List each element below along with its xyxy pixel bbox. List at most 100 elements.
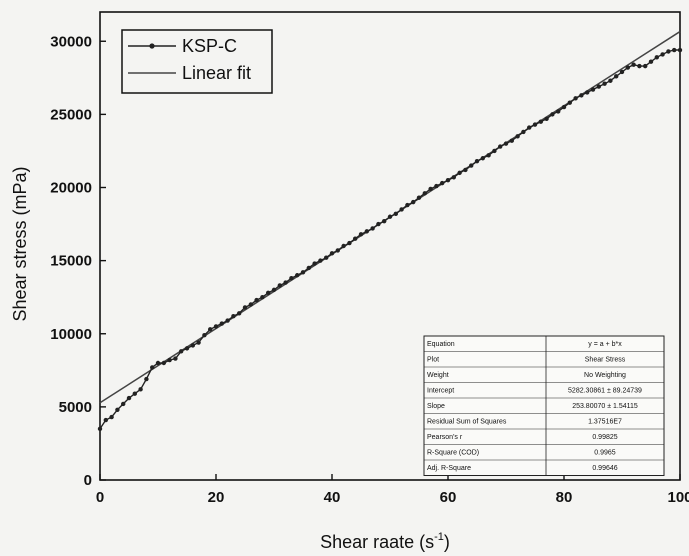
x-axis-title-close: ) — [444, 532, 450, 552]
stats-table-value: No Weighting — [584, 372, 626, 379]
series-ksp-c-point — [132, 391, 137, 396]
x-tick-label: 80 — [556, 489, 573, 506]
series-ksp-c-point — [440, 180, 445, 186]
series-ksp-c-point — [457, 170, 462, 176]
y-tick-label: 5000 — [59, 399, 92, 416]
series-ksp-c-point — [358, 232, 364, 237]
series-ksp-c-point — [527, 125, 532, 130]
stats-table-value: 0.9965 — [594, 450, 616, 457]
legend-label-ksp-c: KSP-C — [182, 36, 237, 56]
series-ksp-c-point — [474, 158, 480, 164]
series-ksp-c-point — [672, 47, 677, 53]
x-tick-label: 0 — [96, 489, 104, 506]
series-ksp-c-point — [150, 365, 155, 370]
series-ksp-c-point — [428, 186, 433, 192]
series-ksp-c-point — [677, 47, 683, 53]
series-ksp-c-point — [538, 119, 543, 124]
series-ksp-c-point — [347, 240, 352, 246]
series-ksp-c-point — [266, 290, 271, 295]
series-ksp-c-point — [492, 148, 497, 154]
x-axis-title: Shear raate (s-1) — [320, 531, 450, 552]
series-ksp-c-point — [173, 356, 178, 361]
series-ksp-c-point — [405, 202, 410, 208]
series-ksp-c-point — [660, 52, 665, 57]
x-axis-title-main: Shear raate (s — [320, 532, 434, 552]
series-ksp-c-point — [295, 273, 300, 278]
series-ksp-c-point — [231, 314, 236, 319]
series-ksp-c-point — [608, 78, 613, 83]
y-tick-label: 0 — [84, 472, 92, 489]
series-ksp-c-point — [341, 243, 346, 249]
series-ksp-c-point — [643, 63, 648, 69]
series-ksp-c-point — [387, 214, 393, 219]
series-ksp-c-point — [411, 199, 416, 205]
series-ksp-c-point — [271, 287, 277, 293]
series-ksp-c-point — [509, 138, 514, 143]
series-ksp-c-point — [399, 207, 404, 212]
stats-table-label: Residual Sum of Squares — [427, 419, 507, 426]
series-ksp-c-point — [329, 251, 335, 256]
series-ksp-c-point — [561, 104, 567, 110]
series-ksp-c-point — [585, 90, 590, 95]
series-ksp-c-point — [155, 360, 161, 366]
series-ksp-c-point — [544, 116, 549, 121]
series-ksp-c-point — [126, 395, 132, 401]
series-ksp-c-point — [486, 153, 491, 158]
stats-table-value: Shear Stress — [585, 357, 626, 364]
series-ksp-c-point — [532, 122, 538, 127]
series-ksp-c-point — [306, 265, 311, 271]
series-ksp-c-point — [550, 112, 555, 117]
series-ksp-c-point — [277, 283, 282, 288]
stats-table-label: Weight — [427, 372, 449, 379]
series-ksp-c-point — [614, 74, 619, 79]
series-ksp-c-point — [300, 270, 306, 275]
series-ksp-c-point — [254, 297, 259, 303]
stats-table-value: 253.80070 ± 1.54115 — [572, 403, 638, 410]
series-ksp-c-point — [370, 226, 375, 231]
stats-table-value: 0.99825 — [592, 434, 617, 441]
series-ksp-c-point — [573, 96, 578, 101]
series-ksp-c-point — [242, 305, 248, 310]
y-tick-label: 25000 — [50, 106, 92, 123]
series-ksp-c-point — [97, 426, 103, 432]
y-tick-label: 15000 — [50, 253, 92, 270]
series-ksp-c-point — [515, 134, 520, 139]
series-ksp-c-point — [376, 221, 381, 227]
series-ksp-c-point — [631, 62, 636, 67]
series-ksp-c-point — [625, 65, 630, 70]
series-ksp-c-point — [503, 141, 509, 146]
x-tick-label: 40 — [324, 489, 341, 506]
plot-frame — [99, 11, 681, 481]
x-axis-title-superscript: -1 — [434, 531, 444, 543]
series-ksp-c-point — [213, 324, 219, 329]
stats-table-label: Slope — [427, 403, 445, 410]
stats-table-box — [423, 335, 665, 476]
series-ksp-c-point — [393, 211, 398, 217]
series-ksp-c-point — [666, 49, 671, 54]
stats-table-label: Pearson's r — [427, 434, 463, 441]
series-ksp-c-point — [498, 144, 503, 149]
series-ksp-c-point — [648, 59, 654, 64]
series-ksp-c-point — [451, 175, 456, 180]
series-ksp-c-point — [521, 129, 526, 135]
legend-label-linear-fit: Linear fit — [182, 63, 251, 83]
series-ksp-c-point — [179, 349, 184, 354]
series-ksp-c-point — [324, 255, 329, 260]
stats-table-value: y = a + b*x — [588, 341, 622, 348]
series-ksp-c-point — [312, 261, 317, 266]
series-ksp-c-point — [121, 401, 126, 407]
stats-table-label: Equation — [427, 341, 455, 348]
series-ksp-c-point — [364, 229, 369, 234]
series-ksp-c-point — [167, 357, 172, 363]
stats-table-value: 0.99646 — [592, 465, 617, 472]
series-ksp-c-point — [248, 302, 253, 307]
legend-marker-ksp-c — [149, 43, 155, 49]
series-ksp-c-point — [115, 407, 120, 412]
plot-area: 0 20 40 60 80 100 0 5000 10000 15000 20000 25000 300… — [50, 11, 689, 506]
stats-table-label: Adj. R-Square — [427, 465, 471, 472]
legend: KSP-C Linear fit — [121, 29, 273, 94]
series-ksp-c-point — [109, 414, 114, 420]
series-ksp-c-point — [469, 163, 474, 168]
x-tick-label: 100 — [667, 489, 689, 506]
fit-statistics-table: Equation y = a + b*x Plot Shear Stress Weigh… — [423, 335, 665, 476]
